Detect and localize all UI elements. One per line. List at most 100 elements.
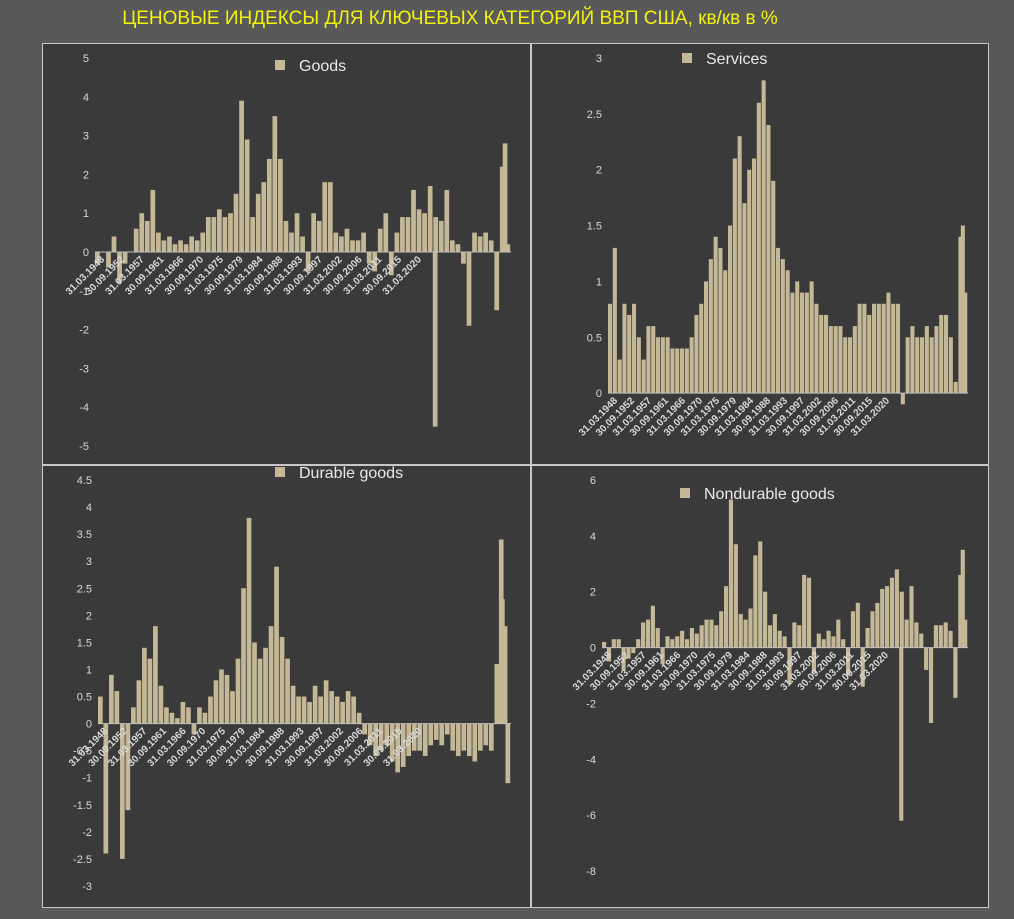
goods-bar [217,209,222,252]
durable-goods-bar [483,723,489,746]
services-bar [848,337,853,394]
nondurable-goods-bar [602,641,607,648]
goods-bar [438,220,444,252]
durable-goods-bar [191,723,197,735]
goods-bar [156,232,161,252]
services-bar [905,337,910,394]
durable-goods-y-tick-label: 4 [86,502,92,514]
nondurable-goods-y-tick-label: 0 [590,643,596,655]
durable-goods-bar [136,680,142,724]
durable-goods-bar [477,723,483,751]
goods-bar [283,220,289,252]
nondurable-goods-bar [699,625,704,648]
services-bar [612,247,617,394]
nondurable-goods-bar [704,619,709,648]
goods-bar [167,236,172,252]
services-bar [776,247,781,394]
services-bar [713,236,718,394]
durable-goods-bar [502,626,508,724]
durable-goods-legend-swatch [275,467,285,477]
nondurable-goods-bar [636,639,641,648]
goods-y-tick-label: -4 [79,402,89,414]
nondurable-goods-bar [889,577,895,648]
goods-bar [355,240,361,252]
nondurable-goods-bar [616,639,621,648]
durable-goods-bar [472,723,478,762]
services-bar [627,314,632,394]
nondurable-goods-bar [811,647,816,673]
nondurable-goods-bar [914,622,919,648]
durable-goods-y-tick-label: -0.5 [73,746,92,758]
goods-bar [339,236,344,252]
durable-goods-bar [158,685,164,724]
nondurable-goods-bar [680,630,685,648]
services-bar [641,359,646,394]
nondurable-goods-bar [631,647,636,654]
services-chart: 00.511.522.5331.03.194830.09.195231.03.1… [577,51,968,439]
goods-bar [488,240,494,252]
durable-goods-bar [125,723,131,811]
nondurable-goods-bar [724,586,729,648]
services-bar [608,303,613,394]
services-bar [824,314,829,394]
durable-goods-bar [224,674,230,724]
services-bar [699,303,704,394]
services-bar [646,326,651,394]
durable-goods-bar [219,669,224,724]
services-bar [857,303,862,394]
nondurable-goods-bar [719,611,724,648]
goods-bar [144,220,150,252]
services-bar [862,303,867,394]
durable-goods-bar [329,691,334,724]
services-bar [756,102,761,394]
services-bar [953,381,958,394]
durable-goods-bar [142,647,147,724]
services-bar [718,247,723,394]
goods-bar [372,252,378,272]
goods-legend-swatch [275,60,285,70]
goods-bar [416,209,422,252]
durable-goods-bar [428,723,434,746]
durable-goods-bar [384,723,390,746]
goods-bar [233,193,239,252]
durable-goods-bar [120,723,125,859]
nondurable-goods-bar [948,630,953,648]
durable-goods-bar [455,723,461,757]
durable-goods-bar [301,696,307,724]
nondurable-goods-bar [709,619,714,648]
nondurable-goods-bar [655,628,660,648]
services-bar [622,303,627,394]
nondurable-goods-bar [767,625,773,648]
services-bar [800,292,805,394]
nondurable-goods-bar [846,647,851,676]
durable-goods-bar [367,723,373,746]
services-bar [963,292,968,394]
goods-bar [366,252,372,264]
nondurable-goods-bar [694,633,699,648]
goods-bar [400,217,405,252]
nondurable-goods-bar [958,574,963,648]
services-bar [680,348,685,394]
nondurable-goods-bar [865,628,870,648]
goods-bar [449,240,455,252]
goods-bar [361,232,366,252]
goods-bar [427,186,433,252]
goods-bar [444,189,450,252]
durable-goods-bar [362,723,368,735]
goods-bar [106,252,111,268]
services-bar [670,348,675,394]
goods-bar [278,158,283,252]
durable-goods-chart-panel: -3 -2.5 -2 -1.5 -1 -0.5 0 0.5 1 1.5 2 2.5 3 3.5 4 4.5 31… [42,465,531,908]
nondurable-goods-bar [641,622,646,648]
nondurable-goods-chart-panel: -8 -6 -4 -2 0 2 4 6 31.03.1948 30.09.1952 31.03.19… [531,465,989,908]
durable-goods-bar [103,723,109,854]
services-bar [891,303,896,394]
durable-goods-bar [257,658,263,724]
goods-bar [502,143,508,252]
durable-goods-bar [395,723,401,773]
durable-goods-bar [488,723,494,751]
goods-y-tick-label: 1 [83,208,89,220]
durable-goods-bar [312,685,318,724]
goods-bar [327,182,333,252]
goods-bar [139,213,145,252]
